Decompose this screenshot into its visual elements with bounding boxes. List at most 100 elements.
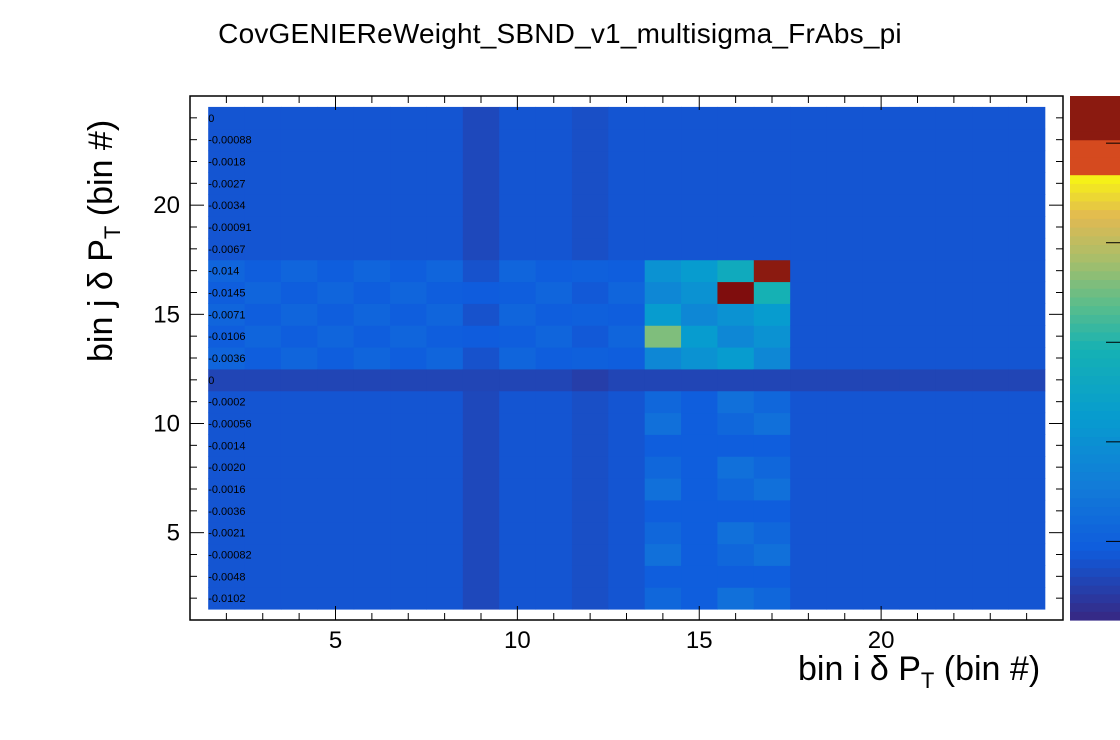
heatmap-cell: [644, 150, 682, 173]
colorbar-segment: [1070, 366, 1120, 377]
heatmap-cell: [390, 434, 427, 457]
heatmap-cell: [826, 128, 864, 152]
heatmap-cell: [862, 172, 900, 195]
heatmap-cell: [1008, 259, 1046, 283]
heatmap-cell: [717, 237, 755, 261]
heatmap-cell: [753, 216, 791, 239]
heatmap-cell: [899, 128, 937, 152]
heatmap-cell: [244, 478, 282, 501]
heatmap-cell: [1008, 150, 1046, 173]
heatmap-cell: [681, 456, 718, 479]
heatmap-cell: [571, 587, 609, 610]
heatmap-cell: [353, 259, 391, 283]
heatmap-cell: [681, 368, 718, 392]
heatmap-cell: [499, 587, 537, 610]
heatmap-cell: [681, 237, 718, 261]
heatmap-cell: [753, 172, 791, 195]
heatmap-cell: [899, 368, 937, 392]
heatmap-cell: [862, 565, 900, 588]
heatmap-cell: [571, 521, 609, 545]
heatmap-cell: [353, 128, 391, 152]
heatmap-cell: [244, 368, 282, 392]
colorbar-segment: [1070, 523, 1120, 534]
heatmap-cell: [862, 543, 900, 566]
heatmap-cell: [717, 456, 755, 479]
heatmap-cell: [753, 325, 791, 348]
heatmap-cell: [535, 128, 573, 152]
heatmap-cell: [826, 216, 864, 239]
heatmap-cell: [608, 412, 646, 435]
heatmap-cell: [753, 150, 791, 173]
heatmap-cell: [862, 499, 900, 523]
colorbar-segment: [1070, 410, 1120, 420]
heatmap-cell: [462, 150, 500, 173]
heatmap-cell: [972, 412, 1009, 435]
cell-value-label: -0.0048: [208, 571, 245, 583]
heatmap-cell: [208, 194, 246, 217]
colorbar-segment: [1070, 331, 1120, 342]
heatmap-cell: [717, 281, 755, 304]
y-tick-label: 15: [153, 301, 180, 328]
heatmap-cell: [499, 347, 537, 370]
heatmap-cell: [899, 216, 937, 239]
heatmap-cell: [426, 259, 464, 283]
heatmap-cell: [535, 172, 573, 195]
heatmap-cell: [426, 150, 464, 173]
heatmap-cell: [353, 412, 391, 435]
heatmap-cell: [208, 587, 246, 610]
heatmap-cell: [862, 390, 900, 414]
heatmap-cell: [717, 478, 755, 501]
heatmap-cell: [862, 325, 900, 348]
heatmap-cell: [353, 281, 391, 304]
heatmap-cell: [608, 543, 646, 566]
heatmap-cell: [644, 478, 682, 501]
heatmap-cell: [972, 390, 1009, 414]
heatmap-cell: [571, 368, 609, 392]
heatmap-cell: [317, 499, 355, 523]
heatmap-cell: [826, 347, 864, 370]
heatmap-cell: [390, 106, 427, 130]
heatmap-cell: [608, 499, 646, 523]
heatmap-cell: [426, 128, 464, 152]
heatmap-cell: [644, 237, 682, 261]
heatmap-cell: [644, 303, 682, 326]
heatmap-cell: [790, 281, 828, 304]
heatmap-cell: [535, 565, 573, 588]
cell-value-label: -0.00088: [208, 135, 251, 147]
heatmap-cell: [426, 565, 464, 588]
heatmap-cell: [390, 347, 427, 370]
heatmap-cell: [462, 172, 500, 195]
heatmap-cell: [717, 216, 755, 239]
heatmap-cell: [426, 106, 464, 130]
heatmap-cell: [353, 390, 391, 414]
heatmap-cell: [499, 434, 537, 457]
heatmap-cell: [790, 106, 828, 130]
heatmap-cell: [462, 412, 500, 435]
chart-title: CovGENIEReWeight_SBND_v1_multisigma_FrAb…: [218, 18, 902, 49]
heatmap-cell: [280, 172, 318, 195]
heatmap-cell: [681, 565, 718, 588]
heatmap-cell: [753, 106, 791, 130]
heatmap-cell: [317, 456, 355, 479]
x-tick-label: 20: [868, 627, 895, 654]
heatmap-cell: [972, 259, 1009, 283]
heatmap-cell: [390, 259, 427, 283]
heatmap-cell: [608, 194, 646, 217]
heatmap-cell: [208, 565, 246, 588]
heatmap-cell: [499, 303, 537, 326]
cell-value-label: 0: [208, 375, 214, 387]
heatmap-cell: [972, 565, 1009, 588]
heatmap-cell: [790, 128, 828, 152]
heatmap-cell: [426, 303, 464, 326]
heatmap-cell: [899, 106, 937, 130]
heatmap-cell: [317, 412, 355, 435]
heatmap-cell: [608, 281, 646, 304]
heatmap-cell: [862, 434, 900, 457]
heatmap-cell: [790, 390, 828, 414]
y-tick-label: 20: [153, 192, 180, 219]
heatmap-cell: [608, 259, 646, 283]
heatmap-cell: [1008, 281, 1046, 304]
cell-value-label: -0.00056: [208, 419, 251, 431]
heatmap-cell: [426, 499, 464, 523]
heatmap-cell: [390, 325, 427, 348]
